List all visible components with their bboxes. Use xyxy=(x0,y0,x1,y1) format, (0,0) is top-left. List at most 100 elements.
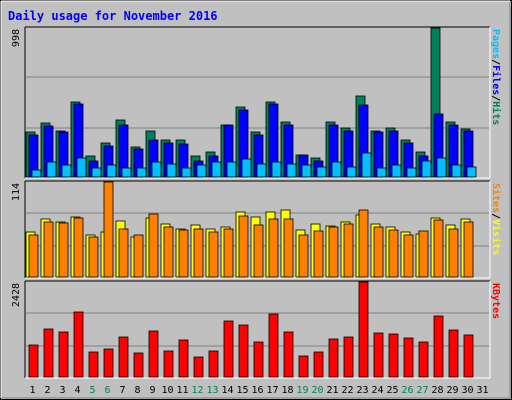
bar-kbytes-day-30 xyxy=(463,334,474,378)
bar-pages-day-28 xyxy=(436,157,447,178)
bar-kbytes-day-14 xyxy=(223,320,234,378)
bar-sites-day-4 xyxy=(73,217,84,278)
x-tick-label: 8 xyxy=(134,385,140,396)
bar-kbytes-day-19 xyxy=(298,355,309,378)
bar-sites-day-3 xyxy=(58,222,69,278)
bar-kbytes-day-29 xyxy=(448,329,459,378)
bar-pages-day-25 xyxy=(391,164,402,178)
bar-pages-day-21 xyxy=(331,161,342,178)
x-tick-label: 18 xyxy=(281,385,293,396)
bar-kbytes-day-13 xyxy=(208,350,219,378)
bar-sites-day-6 xyxy=(103,181,114,278)
bar-sites-day-19 xyxy=(298,234,309,278)
bar-pages-day-8 xyxy=(136,167,147,178)
bar-kbytes-day-2 xyxy=(43,328,54,378)
x-tick-label: 29 xyxy=(446,385,458,396)
panel-legend: Pages/Files/Hits xyxy=(490,29,502,125)
bar-sites-day-29 xyxy=(448,228,459,278)
y-max-label: 2428 xyxy=(11,283,22,307)
x-tick-label: 6 xyxy=(104,385,110,396)
legend-entry: Pages xyxy=(490,29,501,59)
bar-sites-day-12 xyxy=(193,228,204,278)
x-tick-label: 16 xyxy=(251,385,263,396)
bar-kbytes-day-10 xyxy=(163,350,174,378)
bar-pages-day-30 xyxy=(466,166,477,178)
bar-sites-day-10 xyxy=(163,226,174,278)
bar-pages-day-19 xyxy=(301,164,312,178)
panel-visits-sites: 114 Sites/Visits xyxy=(11,180,502,279)
bar-pages-day-4 xyxy=(76,157,87,178)
y-max-label: 114 xyxy=(11,183,22,201)
x-tick-label: 20 xyxy=(311,385,323,396)
bar-sites-day-14 xyxy=(223,228,234,278)
bar-kbytes-day-22 xyxy=(343,336,354,378)
legend-entry: / xyxy=(490,59,501,65)
x-tick-label: 3 xyxy=(59,385,65,396)
bar-pages-day-1 xyxy=(31,169,42,178)
x-tick-label: 12 xyxy=(191,385,203,396)
bar-sites-day-21 xyxy=(328,226,339,278)
bar-pages-day-12 xyxy=(196,164,207,178)
bar-pages-day-29 xyxy=(451,164,462,178)
x-tick-label: 31 xyxy=(476,385,488,396)
bar-sites-day-26 xyxy=(403,234,414,278)
bar-kbytes-day-8 xyxy=(133,352,144,378)
bar-kbytes-day-27 xyxy=(418,341,429,378)
bar-pages-day-22 xyxy=(346,166,357,178)
panel-legend: KBytes xyxy=(490,283,501,319)
x-tick-label: 2 xyxy=(44,385,50,396)
x-tick-label: 30 xyxy=(461,385,473,396)
x-tick-label: 9 xyxy=(149,385,155,396)
x-tick-label: 4 xyxy=(74,385,80,396)
x-tick-label: 25 xyxy=(386,385,398,396)
x-axis-labels: 1 2 3 4 5 6 7 8 9 10 11 12 13 14 15 16 17 18 19 20 21 22 23 24 2… xyxy=(29,385,488,396)
bar-sites-day-23 xyxy=(358,209,369,278)
bar-kbytes-day-7 xyxy=(118,336,129,378)
bar-sites-day-1 xyxy=(28,234,39,278)
bar-kbytes-day-26 xyxy=(403,337,414,378)
bar-sites-day-13 xyxy=(208,231,219,278)
bar-pages-day-14 xyxy=(226,161,237,178)
bar-sites-day-8 xyxy=(133,234,144,278)
bar-kbytes-day-3 xyxy=(58,331,69,378)
bar-kbytes-day-12 xyxy=(193,356,204,378)
bar-pages-day-7 xyxy=(121,167,132,178)
bar-pages-day-2 xyxy=(46,161,57,178)
bar-pages-day-13 xyxy=(211,161,222,178)
bar-pages-day-10 xyxy=(166,163,177,178)
bar-pages-day-17 xyxy=(271,161,282,178)
bar-sites-day-15 xyxy=(238,215,249,278)
bar-kbytes-day-1 xyxy=(28,344,39,378)
bar-kbytes-day-15 xyxy=(238,324,249,378)
bar-kbytes-day-28 xyxy=(433,315,444,378)
bar-sites-day-9 xyxy=(148,213,159,278)
x-tick-label: 27 xyxy=(416,385,428,396)
bar-pages-day-26 xyxy=(406,167,417,178)
x-tick-label: 7 xyxy=(119,385,125,396)
legend-entry: Sites xyxy=(490,183,502,213)
x-tick-label: 1 xyxy=(29,385,35,396)
bar-sites-day-7 xyxy=(118,228,129,278)
x-tick-label: 14 xyxy=(221,385,233,396)
legend-entry: KBytes xyxy=(490,283,501,319)
bar-sites-day-17 xyxy=(268,218,279,278)
legend-entry: Visits xyxy=(490,219,502,255)
bar-kbytes-day-6 xyxy=(103,348,114,378)
x-tick-label: 23 xyxy=(356,385,368,396)
x-tick-label: 17 xyxy=(266,385,278,396)
bar-sites-day-18 xyxy=(283,218,294,278)
x-tick-label: 22 xyxy=(341,385,353,396)
legend-entry: / xyxy=(490,213,501,219)
bar-sites-day-24 xyxy=(373,226,384,278)
chart-title: Daily usage for November 2016 xyxy=(8,9,218,23)
panel-kbytes: 2428 KBytes xyxy=(11,280,501,379)
legend-entry: Hits xyxy=(490,101,502,125)
bar-sites-day-5 xyxy=(88,236,99,278)
x-tick-label: 26 xyxy=(401,385,413,396)
legend-entry: / xyxy=(490,95,501,101)
panel-hits-files-pages: 998 Pages/Files/Hits xyxy=(11,26,502,179)
bar-sites-day-27 xyxy=(418,230,429,278)
bar-kbytes-day-21 xyxy=(328,338,339,378)
x-tick-label: 24 xyxy=(371,385,383,396)
